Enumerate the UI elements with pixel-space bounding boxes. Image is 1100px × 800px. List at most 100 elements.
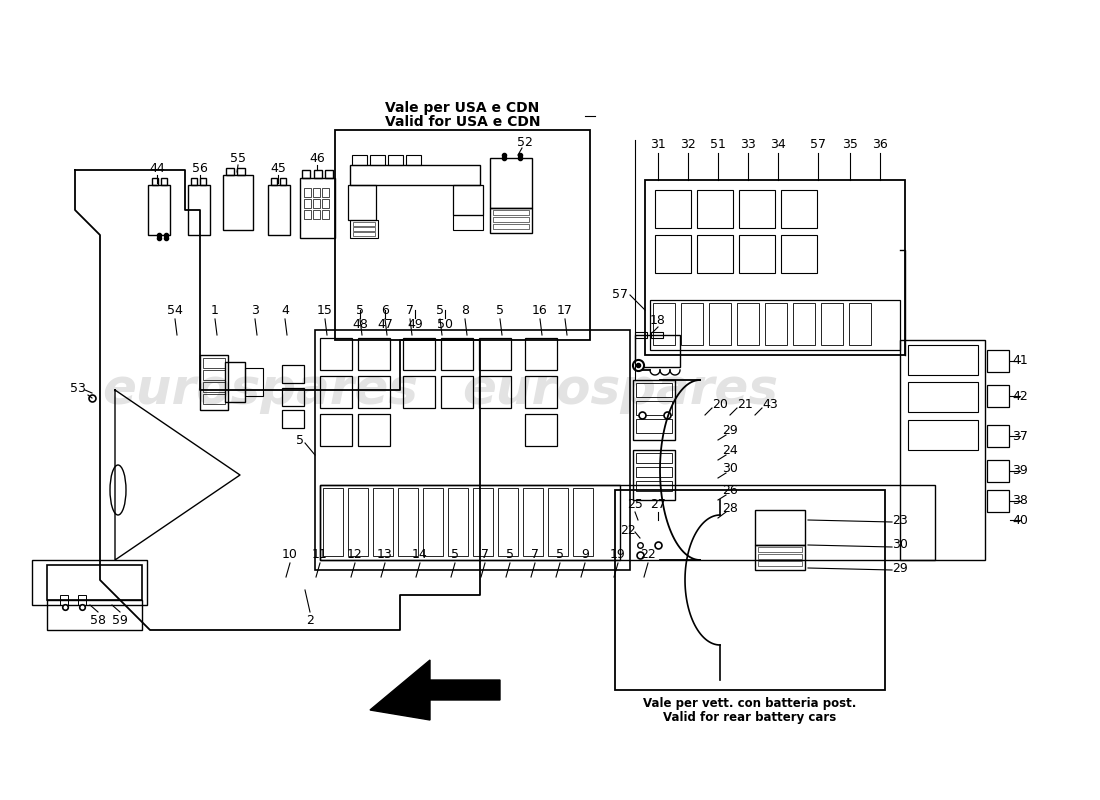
Bar (323, 488, 343, 556)
Text: 37: 37 (1012, 430, 1027, 442)
Bar (358, 376, 390, 408)
Bar (268, 185, 290, 235)
Text: 45: 45 (271, 162, 286, 174)
Text: 30: 30 (892, 538, 907, 551)
Bar (525, 376, 557, 408)
Text: 48: 48 (352, 318, 367, 331)
Text: 8: 8 (461, 303, 469, 317)
Text: 1: 1 (211, 303, 219, 317)
Text: 7: 7 (406, 303, 414, 317)
Bar (47, 565, 142, 600)
Bar (758, 561, 802, 566)
Bar (60, 595, 68, 605)
Bar (370, 155, 385, 165)
Bar (548, 488, 568, 556)
Bar (758, 554, 802, 559)
Bar (245, 368, 263, 396)
Bar (441, 376, 473, 408)
Text: 19: 19 (610, 549, 626, 562)
Bar (314, 199, 320, 208)
Bar (448, 488, 468, 556)
Bar (781, 190, 817, 228)
Bar (645, 180, 905, 355)
Text: eurospares: eurospares (102, 366, 418, 414)
Text: 52: 52 (517, 135, 532, 149)
Text: 16: 16 (532, 303, 548, 317)
Bar (987, 350, 1009, 372)
Text: 5: 5 (356, 303, 364, 317)
Text: 28: 28 (722, 502, 738, 514)
Text: 22: 22 (620, 523, 636, 537)
Bar (849, 303, 871, 345)
Bar (388, 155, 403, 165)
Bar (302, 170, 310, 178)
Text: 55: 55 (230, 151, 246, 165)
Text: 27: 27 (650, 498, 666, 511)
Bar (406, 155, 421, 165)
Text: 14: 14 (412, 549, 428, 562)
Bar (755, 545, 805, 570)
Bar (453, 185, 483, 215)
Bar (522, 488, 543, 556)
Bar (651, 332, 663, 338)
Text: 57: 57 (612, 289, 628, 302)
Bar (78, 595, 86, 605)
Bar (358, 338, 390, 370)
Text: Vale per vett. con batteria post.: Vale per vett. con batteria post. (644, 698, 857, 710)
Bar (322, 188, 329, 197)
Text: 51: 51 (711, 138, 726, 151)
Bar (282, 388, 304, 406)
Bar (636, 467, 672, 477)
Bar (473, 488, 493, 556)
Text: 5: 5 (296, 434, 304, 446)
Bar (758, 547, 802, 552)
Text: 39: 39 (1012, 465, 1027, 478)
Bar (635, 332, 647, 338)
Text: 57: 57 (810, 138, 826, 151)
Bar (373, 488, 393, 556)
Text: 5: 5 (496, 303, 504, 317)
Bar (493, 210, 529, 215)
Bar (352, 155, 367, 165)
Bar (353, 222, 375, 226)
Bar (152, 178, 158, 185)
Bar (697, 190, 733, 228)
Text: 30: 30 (722, 462, 738, 474)
Bar (188, 185, 210, 235)
Bar (236, 168, 245, 175)
Bar (148, 185, 170, 235)
Bar (271, 178, 277, 185)
Bar (282, 365, 304, 383)
Bar (320, 338, 352, 370)
Text: 15: 15 (317, 303, 333, 317)
Bar (47, 600, 142, 630)
Bar (424, 488, 443, 556)
Text: 59: 59 (112, 614, 128, 626)
Text: 53: 53 (70, 382, 86, 394)
Bar (403, 338, 434, 370)
Text: 29: 29 (892, 562, 907, 574)
Text: 9: 9 (581, 549, 589, 562)
Bar (632, 380, 675, 440)
Bar (987, 425, 1009, 447)
Text: 18: 18 (650, 314, 666, 326)
Text: 54: 54 (167, 303, 183, 317)
Text: 47: 47 (377, 318, 393, 331)
Text: 7: 7 (531, 549, 539, 562)
Bar (636, 481, 672, 491)
Bar (478, 338, 512, 370)
Bar (478, 376, 512, 408)
Text: 33: 33 (740, 138, 756, 151)
Bar (781, 235, 817, 273)
Text: 29: 29 (722, 423, 738, 437)
Bar (304, 199, 311, 208)
Bar (755, 510, 805, 545)
Bar (710, 303, 732, 345)
Text: 31: 31 (650, 138, 666, 151)
Text: 11: 11 (312, 549, 328, 562)
Bar (226, 362, 245, 402)
Bar (304, 188, 311, 197)
Bar (737, 303, 759, 345)
Bar (348, 185, 376, 220)
Text: 3: 3 (251, 303, 258, 317)
